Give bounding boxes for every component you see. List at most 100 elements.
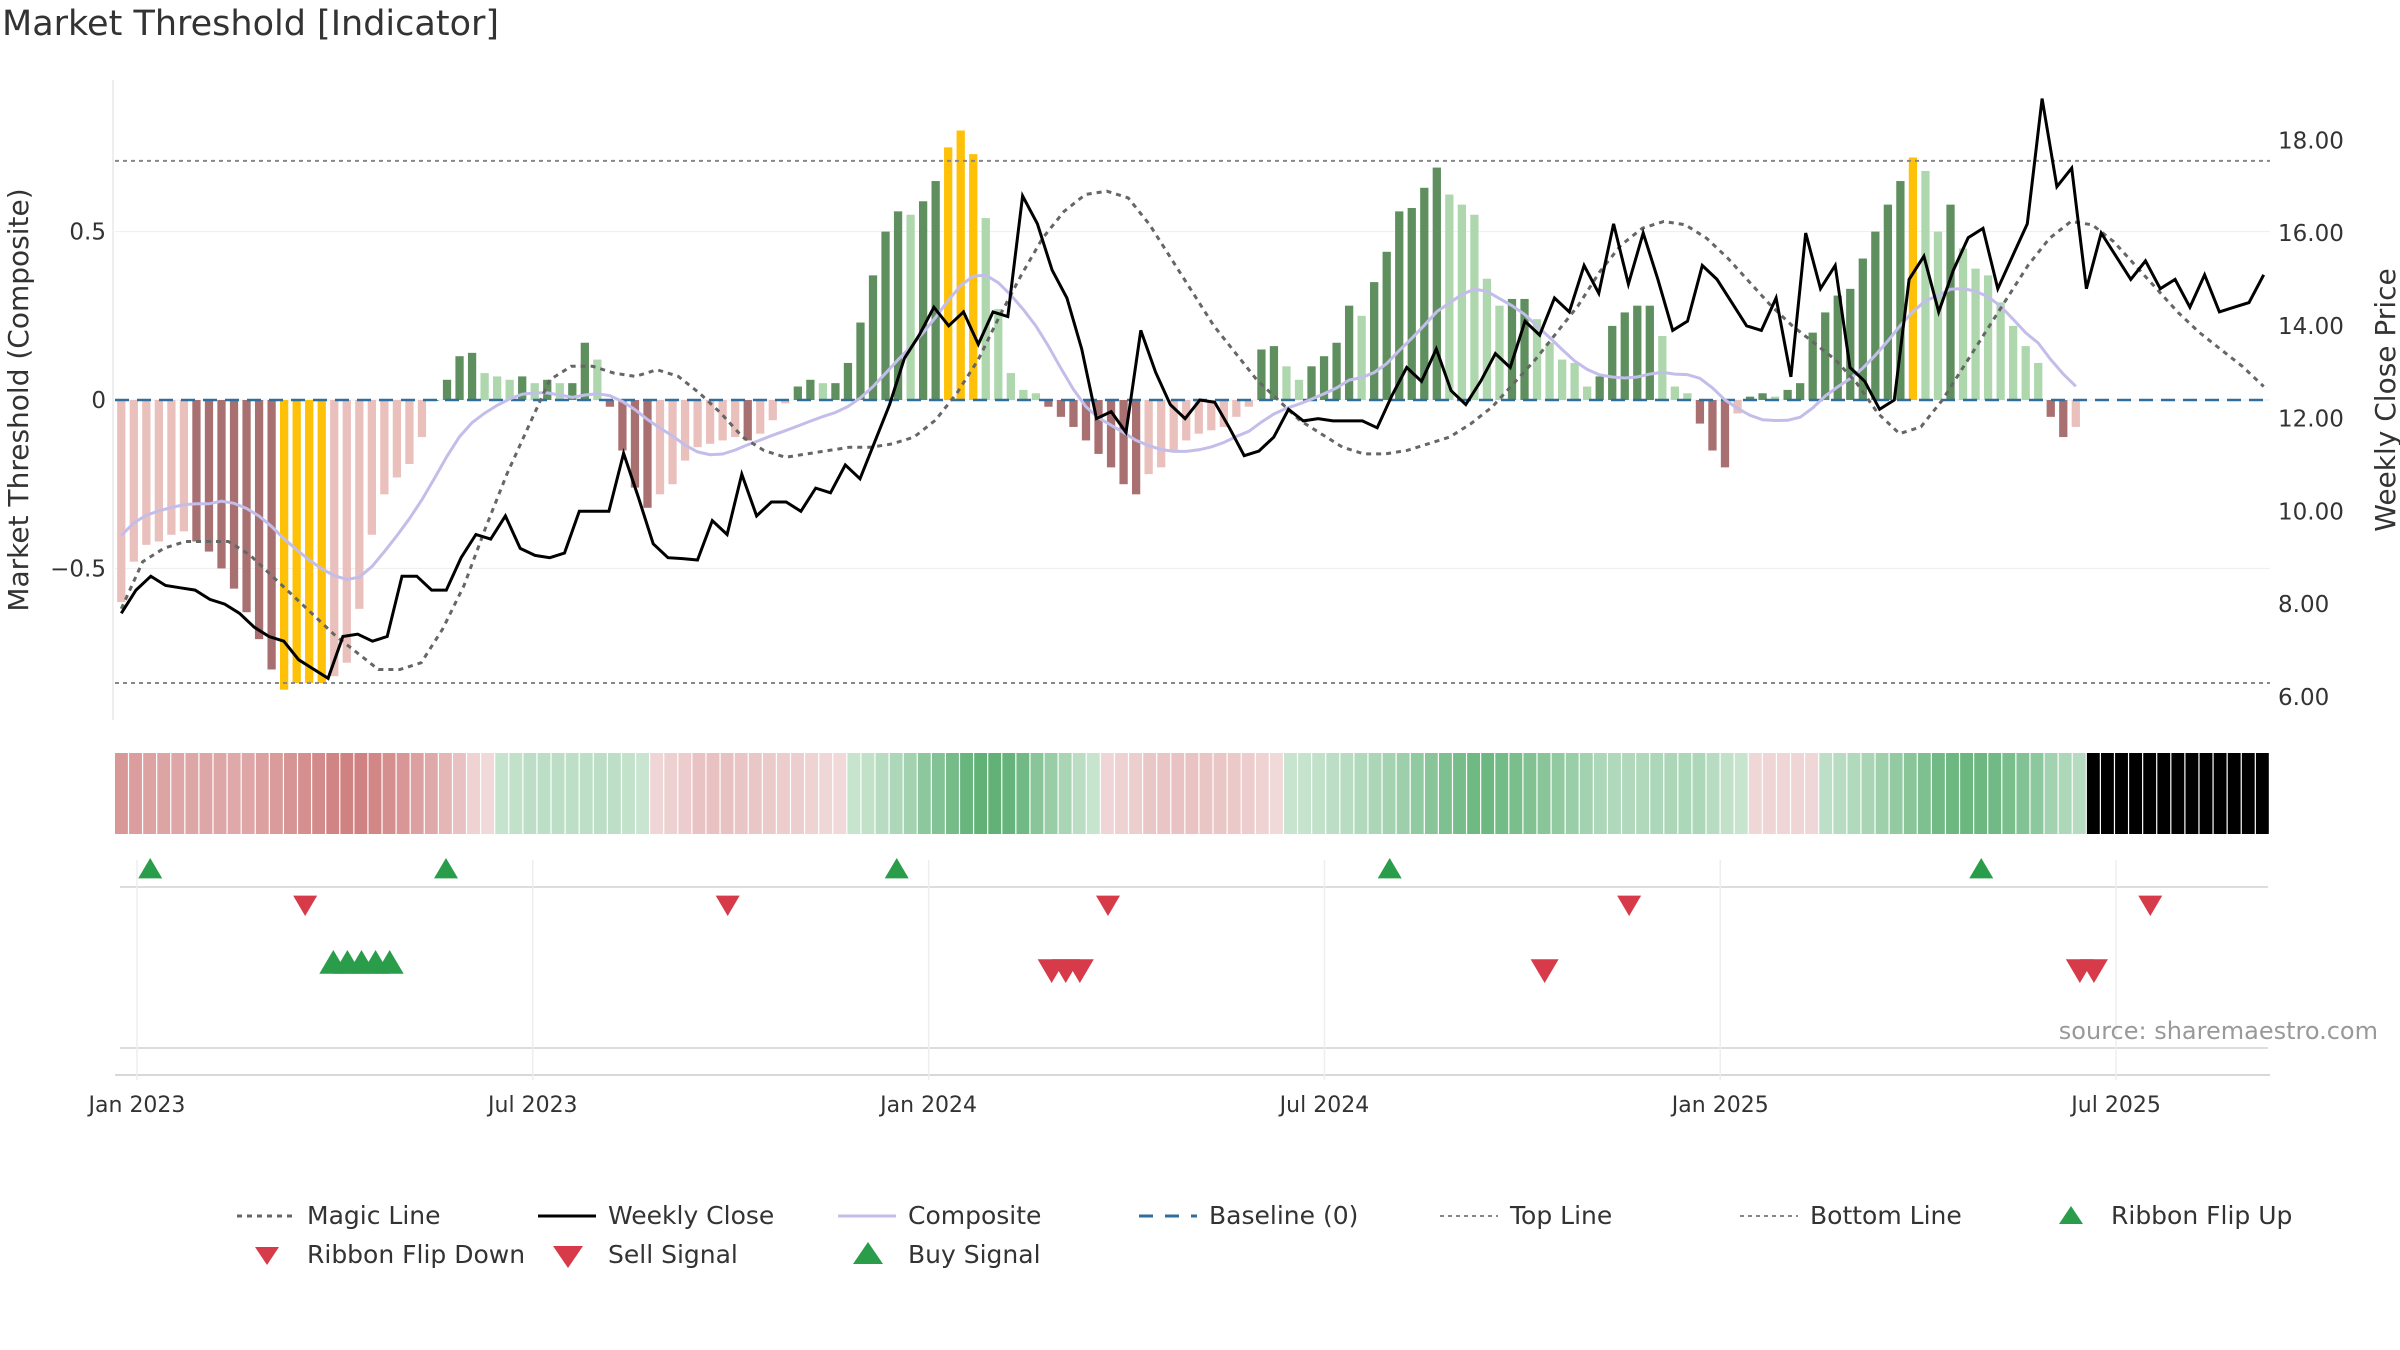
ribbon-cell [185,753,199,834]
ribbon-cell [1706,753,1720,834]
ribbon-cell [1115,753,1128,834]
ribbon-flip-up-marker [884,858,909,879]
ribbon-cell [1777,753,1790,834]
left-axis-label: Market Threshold (Composite) [2,188,35,611]
ribbon-cell [1833,753,1847,834]
ribbon-cell [1608,753,1621,834]
ribbon-cell [1438,753,1452,834]
right-tick-label: 18.00 [2278,128,2344,154]
composite-bar [1933,231,1943,400]
composite-bar [743,400,752,441]
ribbon-cell [607,753,621,834]
ribbon-cell [791,753,804,834]
ribbon-cell [1565,753,1579,834]
composite-bar [981,218,990,400]
composite-bar [1695,400,1705,424]
ribbon-cell [946,753,959,834]
ribbon-cell [650,753,664,834]
x-axis: Jan 2023 Jul 2023 Jan 2024 Jul 2024 Jan 2025… [87,860,2270,1118]
composite-bar [944,147,953,400]
ribbon-cell [1861,753,1875,834]
composite-bar [1921,170,1930,400]
right-tick-label: 8.00 [2278,592,2329,618]
composite-bar [731,400,740,438]
composite-bar [2059,400,2068,438]
composite-bar [1570,362,1579,400]
ribbon-cell [1171,753,1185,834]
ribbon-cell [1762,753,1776,834]
composite-bar [1031,393,1041,400]
composite-bar [806,379,815,400]
composite-bar [1332,342,1341,400]
ribbon-cell [481,753,495,834]
legend-label: Composite [908,1201,1041,1230]
ribbon-cell [1946,753,1959,834]
ribbon-cell [1931,753,1945,834]
ribbon-cell [1058,753,1072,834]
axes: −0.5 0 0.5 6.00 8.00 10.00 12.00 14.00 16.00 18.0… [2,80,2400,720]
composite-bar [1081,400,1091,441]
composite-bar [1645,305,1654,400]
ribbon-cell [805,753,819,834]
x-tick-label: Jan 2025 [1670,1093,1769,1118]
ribbon-cell [1368,753,1382,834]
right-tick-label: 16.00 [2278,221,2344,247]
ribbon-cell [340,753,354,834]
ribbon-cell [1903,753,1917,834]
composite-bar [593,359,602,400]
ribbon-flip-down-marker [293,895,318,916]
composite-bar [868,275,878,400]
composite-bar [1770,396,1780,400]
composite-bar [2046,400,2055,417]
ribbon-flip-down-marker [2138,895,2163,916]
composite-bar [1670,386,1680,400]
ribbon-cell [2171,753,2185,834]
ribbon-cell [1748,753,1762,834]
left-tick-label: 0.5 [69,220,106,246]
ribbon-cell [1988,753,2002,834]
ribbon-cell [1044,753,1058,834]
ribbon-cell [974,753,988,834]
ribbon-cell [2115,753,2128,834]
ribbon-flip-down-marker [1095,895,1120,916]
ribbon-cell [875,753,889,834]
ribbon-cell [1791,753,1804,834]
composite-bar [405,400,414,464]
ribbon-cell [2157,753,2171,834]
ribbon-cell [129,753,142,834]
ribbon-cell [495,753,509,834]
composite-bar [1219,400,1228,427]
composite-bar [781,400,790,404]
composite-bar [1758,393,1767,400]
composite-bar [1745,396,1755,400]
ribbon [115,753,2269,834]
ribbon-cell [1185,753,1199,834]
ribbon-cell [1960,753,1974,834]
composite-bar [568,383,577,400]
composite-bar [1658,336,1667,400]
ribbon-cell [1410,753,1424,834]
ribbon-cell [1509,753,1523,834]
composite-bar [292,400,301,683]
composite-bar [1633,305,1642,400]
composite-bar [442,379,452,400]
ribbon-cell [2002,753,2016,834]
ribbon-cell [1819,753,1833,834]
composite-bar [505,379,514,400]
composite-bar [881,231,890,400]
composite-bar [1244,400,1254,407]
composite-bar [1344,305,1354,400]
legend: Magic Line Weekly Close Composite Baseline … [237,1201,2292,1269]
ribbon-cell [467,753,481,834]
ribbon-cell [269,753,283,834]
legend-label: Baseline (0) [1209,1201,1358,1230]
ribbon-cell [706,753,720,834]
composite-bar [956,130,965,401]
composite-bar [467,352,477,400]
ribbon-cell [1354,753,1368,834]
series-lines [115,98,2270,684]
ribbon-cell [1678,753,1692,834]
legend-label: Ribbon Flip Down [307,1240,525,1269]
ribbon-cell [1143,753,1157,834]
ribbon-flip-up-marker [1377,858,1402,879]
